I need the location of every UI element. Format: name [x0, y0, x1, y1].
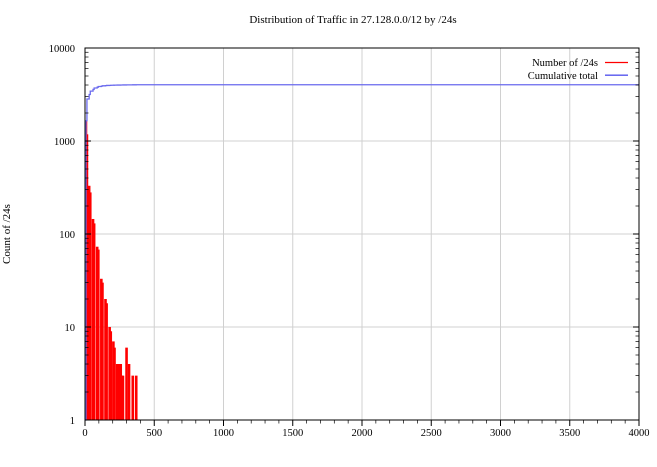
svg-text:10: 10: [65, 323, 76, 334]
svg-text:4000: 4000: [629, 428, 650, 439]
svg-text:1: 1: [70, 416, 75, 427]
svg-text:1000: 1000: [213, 428, 234, 439]
svg-text:2500: 2500: [421, 428, 442, 439]
svg-text:Cumulative total: Cumulative total: [528, 71, 598, 82]
svg-text:500: 500: [146, 428, 162, 439]
svg-text:1500: 1500: [282, 428, 303, 439]
svg-text:3500: 3500: [559, 428, 580, 439]
svg-text:2000: 2000: [352, 428, 373, 439]
svg-text:100: 100: [59, 230, 75, 241]
svg-text:3000: 3000: [490, 428, 511, 439]
svg-text:Distribution of Traffic in 27.: Distribution of Traffic in 27.128.0.0/12…: [249, 14, 456, 26]
svg-text:1000: 1000: [54, 137, 75, 148]
svg-text:Count of /24s: Count of /24s: [1, 204, 13, 264]
svg-text:0: 0: [82, 428, 87, 439]
svg-text:Number of /24s: Number of /24s: [532, 58, 598, 69]
svg-text:10000: 10000: [49, 44, 75, 55]
